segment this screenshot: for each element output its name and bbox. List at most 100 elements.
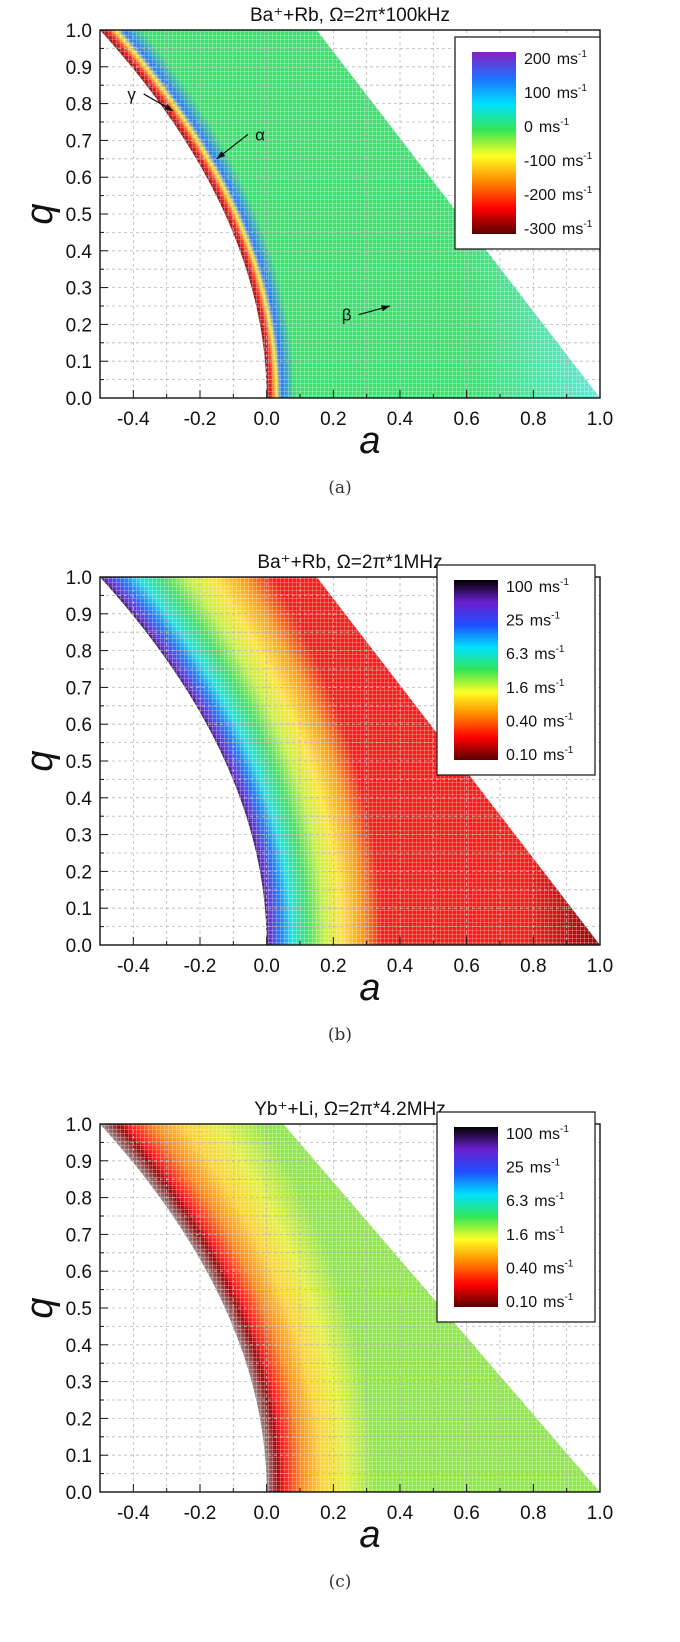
colorbar-entry: 1.6 ms-1 bbox=[506, 1225, 565, 1244]
y-tick-label: 0.4 bbox=[66, 242, 93, 263]
x-tick-label: 1.0 bbox=[587, 1503, 613, 1524]
y-tick-label: 0.7 bbox=[66, 678, 92, 699]
colorbar-entry: 100 ms-1 bbox=[524, 83, 587, 102]
x-tick-label: 0.4 bbox=[387, 956, 414, 977]
y-tick-label: 0.9 bbox=[66, 1152, 92, 1173]
colorbar-entry: 6.3 ms-1 bbox=[506, 644, 565, 663]
colorbar-entry: -300 ms-1 bbox=[524, 219, 593, 238]
chart-title: Ba⁺+Rb, Ω=2π*1MHz bbox=[257, 552, 442, 573]
colorbar-entry: 0.10 ms-1 bbox=[506, 745, 574, 764]
y-tick-label: 0.5 bbox=[66, 752, 92, 773]
y-tick-label: 0.0 bbox=[66, 936, 92, 957]
y-tick-label: 1.0 bbox=[66, 1115, 92, 1136]
y-tick-label: 0.5 bbox=[66, 205, 92, 226]
axis-ticks bbox=[99, 29, 601, 399]
colorbar-gradient bbox=[454, 1127, 498, 1307]
annotation-label: α bbox=[255, 125, 265, 144]
x-tick-label: -0.2 bbox=[184, 1503, 217, 1524]
colorbar-legend: 100 ms-1 25 ms-1 6.3 ms-1 1.6 ms-1 0.40 ms-1 0.10 m… bbox=[436, 1111, 596, 1323]
y-tick-label: 0.4 bbox=[66, 1336, 93, 1357]
y-tick-label: 0.5 bbox=[66, 1299, 92, 1320]
x-tick-label: 0.2 bbox=[320, 409, 346, 430]
colorbar-entry: 0 ms-1 bbox=[524, 117, 570, 136]
chart-svg-c: -0.4 -0.2 0.0 0.2 0.4 0.6 0.8 1.0 0.0 0.1 0.2 0.3 0.… bbox=[19, 1099, 613, 1592]
y-tick-label: 0.6 bbox=[66, 715, 92, 736]
colorbar-entry: 0.40 ms-1 bbox=[506, 711, 574, 730]
x-tick-label: 0.8 bbox=[520, 409, 546, 430]
colorbar-entry: 0.40 ms-1 bbox=[506, 1258, 574, 1277]
x-tick-label: 1.0 bbox=[587, 956, 613, 977]
y-tick-label: 1.0 bbox=[66, 21, 92, 42]
y-tick-label: 0.8 bbox=[66, 642, 92, 663]
y-tick-label: 1.0 bbox=[66, 568, 92, 589]
y-tick-label: 0.9 bbox=[66, 58, 92, 79]
y-tick-label: 0.6 bbox=[66, 168, 92, 189]
x-tick-label: 1.0 bbox=[587, 409, 613, 430]
x-axis-title: a bbox=[359, 967, 380, 1009]
colorbar-entry: 100 ms-1 bbox=[506, 1124, 569, 1143]
x-tick-label: 0.8 bbox=[520, 956, 546, 977]
x-tick-label: 0.6 bbox=[453, 1503, 479, 1524]
x-tick-label: 0.4 bbox=[387, 409, 414, 430]
colorbar-legend: 100 ms-1 25 ms-1 6.3 ms-1 1.6 ms-1 0.40 ms-1 0.10 m… bbox=[436, 564, 596, 776]
x-tick-label: 0.0 bbox=[253, 409, 279, 430]
y-tick-label: 0.1 bbox=[66, 352, 92, 373]
colorbar-entry: 0.10 ms-1 bbox=[506, 1292, 574, 1311]
x-tick-label: 0.0 bbox=[253, 956, 279, 977]
colorbar-entry: 25 ms-1 bbox=[506, 1158, 560, 1177]
chart-title: Ba⁺+Rb, Ω=2π*100kHz bbox=[250, 5, 450, 26]
panel-caption: (c) bbox=[329, 1572, 352, 1592]
colorbar-entry: 1.6 ms-1 bbox=[506, 678, 565, 697]
x-tick-label: -0.2 bbox=[184, 409, 217, 430]
axis-ticks bbox=[99, 1123, 601, 1493]
x-tick-label: 0.2 bbox=[320, 956, 346, 977]
x-tick-label: -0.4 bbox=[117, 1503, 150, 1524]
y-tick-label: 0.1 bbox=[66, 1446, 92, 1467]
x-tick-label: 0.6 bbox=[453, 409, 479, 430]
y-tick-label: 0.7 bbox=[66, 131, 92, 152]
colorbar-legend: 200 ms-1 100 ms-1 0 ms-1 -100 ms-1 -200 ms-1 -300 m… bbox=[454, 36, 601, 250]
annotation-arrowhead bbox=[216, 151, 226, 159]
x-tick-label: 0.0 bbox=[253, 1503, 279, 1524]
y-axis-title: q bbox=[19, 203, 61, 224]
chart-panel-a: -0.4 -0.2 0.0 0.2 0.4 0.6 0.8 1.0 0.0 0.1 0.2 0.3 0.… bbox=[0, 0, 680, 547]
chart-svg-a: -0.4 -0.2 0.0 0.2 0.4 0.6 0.8 1.0 0.0 0.1 0.2 0.3 0.… bbox=[19, 5, 613, 498]
x-axis-title: a bbox=[359, 1514, 380, 1556]
colorbar-gradient bbox=[454, 580, 498, 760]
y-tick-label: 0.1 bbox=[66, 899, 92, 920]
annotations: γ α β bbox=[127, 85, 391, 325]
annotation-arrowhead bbox=[381, 305, 390, 312]
x-tick-label: 0.6 bbox=[453, 956, 479, 977]
axis-ticks bbox=[99, 576, 601, 946]
panel-caption: (b) bbox=[328, 1025, 352, 1045]
colorbar-gradient bbox=[472, 52, 516, 234]
y-tick-label: 0.2 bbox=[66, 862, 92, 883]
colorbar-entry: 25 ms-1 bbox=[506, 611, 560, 630]
colorbar-entry: 200 ms-1 bbox=[524, 49, 587, 68]
y-tick-label: 0.2 bbox=[66, 1409, 92, 1430]
y-tick-label: 0.0 bbox=[66, 389, 92, 410]
x-tick-label: 0.4 bbox=[387, 1503, 414, 1524]
y-tick-label: 0.7 bbox=[66, 1225, 92, 1246]
chart-panel-b: -0.4 -0.2 0.0 0.2 0.4 0.6 0.8 1.0 0.0 0.1 0.2 0.3 0.… bbox=[0, 547, 680, 1094]
x-tick-label: 0.2 bbox=[320, 1503, 346, 1524]
colorbar-entry: 100 ms-1 bbox=[506, 577, 569, 596]
colorbar-entry: -100 ms-1 bbox=[524, 151, 593, 170]
x-tick-label: -0.4 bbox=[117, 956, 150, 977]
y-tick-label: 0.9 bbox=[66, 605, 92, 626]
chart-panel-c: -0.4 -0.2 0.0 0.2 0.4 0.6 0.8 1.0 0.0 0.1 0.2 0.3 0.… bbox=[0, 1094, 680, 1641]
chart-svg-b: -0.4 -0.2 0.0 0.2 0.4 0.6 0.8 1.0 0.0 0.1 0.2 0.3 0.… bbox=[19, 552, 613, 1045]
y-tick-label: 0.3 bbox=[66, 1373, 92, 1394]
y-axis-title: q bbox=[19, 750, 61, 771]
x-tick-label: -0.4 bbox=[117, 409, 150, 430]
y-tick-label: 0.3 bbox=[66, 279, 92, 300]
panel-caption: (a) bbox=[328, 478, 351, 498]
colorbar-entry: -200 ms-1 bbox=[524, 185, 593, 204]
x-axis-title: a bbox=[359, 420, 380, 462]
chart-title: Yb⁺+Li, Ω=2π*4.2MHz bbox=[254, 1099, 446, 1120]
annotation-label: β bbox=[342, 306, 352, 325]
annotation-arrowhead bbox=[164, 104, 174, 111]
y-tick-label: 0.2 bbox=[66, 315, 92, 336]
x-tick-label: 0.8 bbox=[520, 1503, 546, 1524]
y-tick-label: 0.4 bbox=[66, 789, 93, 810]
